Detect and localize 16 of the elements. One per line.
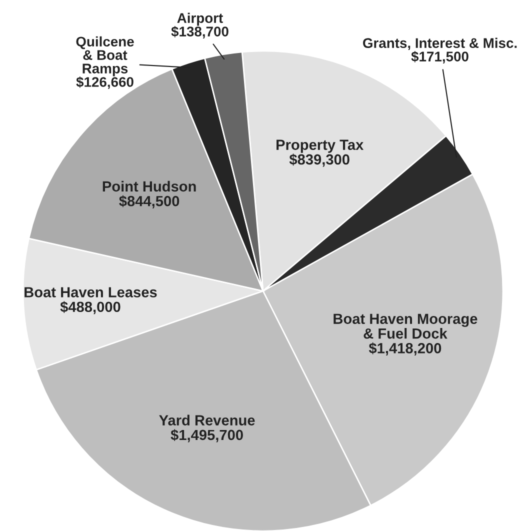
data-label: $1,495,700 (170, 429, 243, 442)
slice-label: Quilcene & Boat Ramps (76, 36, 134, 76)
slice-label: Yard Revenue (159, 414, 255, 426)
slice-label: Airport (177, 12, 223, 26)
data-label: $126,660 (76, 76, 134, 89)
slice-label: Boat Haven Leases (24, 287, 157, 298)
slice-label: Point Hudson (102, 180, 196, 192)
data-label: $844,500 (119, 195, 180, 208)
slice-label: Property Tax (276, 140, 364, 153)
data-label: $138,700 (171, 26, 228, 38)
data-label: $171,500 (411, 51, 468, 64)
data-label: $488,000 (60, 301, 120, 314)
data-label: $839,300 (289, 154, 350, 167)
data-label: $1,418,200 (368, 342, 442, 356)
slice-label: Boat Haven Moorage & Fuel Dock (334, 314, 478, 339)
slice-label: Grants, Interest & Misc. (363, 38, 517, 50)
